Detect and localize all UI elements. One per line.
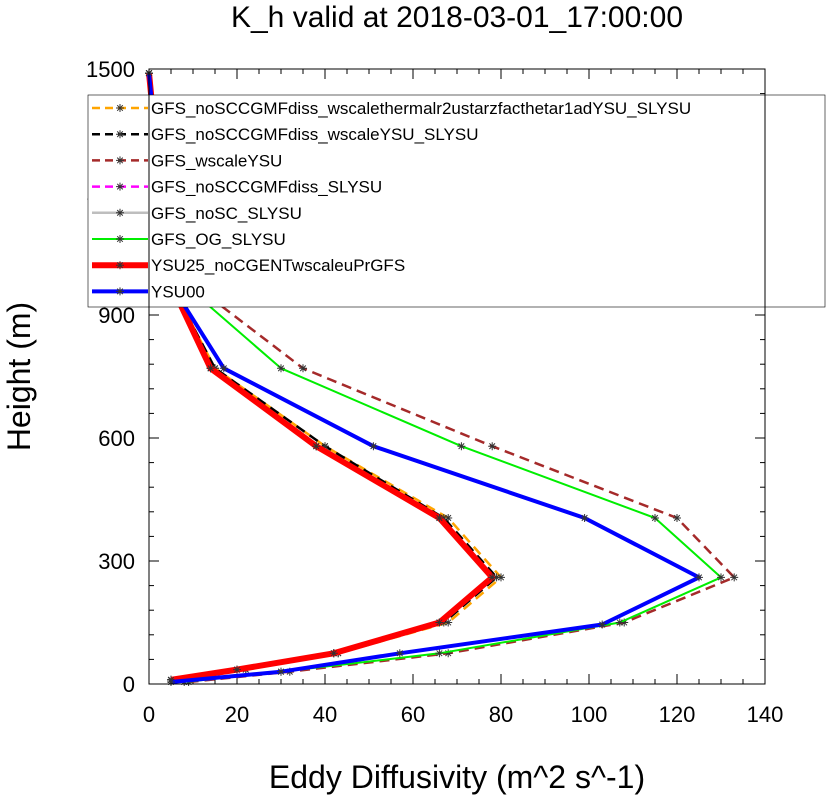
data-point [580, 513, 589, 522]
data-point [369, 442, 378, 451]
data-point [444, 618, 453, 627]
legend: GFS_noSCCGMFdiss_wscalethermalr2ustarzfa… [87, 94, 826, 308]
legend-label: GFS_noSCCGMFdiss_SLYSU [151, 178, 382, 197]
legend-label: YSU00 [151, 282, 205, 301]
y-tick-label: 600 [98, 426, 135, 451]
data-point [329, 649, 338, 658]
legend-marker [116, 156, 124, 165]
data-point [299, 364, 307, 373]
y-tick-label: 1500 [86, 57, 135, 82]
x-tick-label: 140 [747, 702, 784, 727]
legend-label: GFS_noSCCGMFdiss_wscalethermalr2ustarzfa… [151, 99, 691, 118]
x-axis-title: Eddy Diffusivity (m^2 s^-1) [269, 759, 645, 795]
legend-item: YSU25_noCGENTwscaleuPrGFS [92, 256, 405, 275]
legend-item: GFS_wscaleYSU [92, 151, 282, 170]
data-point [457, 442, 466, 451]
data-point [492, 573, 501, 582]
legend-marker [116, 182, 124, 191]
data-point [206, 364, 215, 373]
legend-marker [116, 104, 124, 112]
y-tick-label: 0 [123, 672, 135, 697]
legend-item: GFS_noSCCGMFdiss_wscalethermalr2ustarzfa… [92, 99, 691, 118]
legend-box [87, 94, 826, 308]
data-point [312, 442, 321, 451]
data-point [651, 513, 659, 522]
legend-item: GFS_noSC_SLYSU [92, 204, 302, 223]
data-point [277, 364, 285, 373]
plot-frame [148, 68, 766, 685]
legend-label: YSU25_noCGENTwscaleuPrGFS [151, 256, 405, 275]
data-point [321, 442, 329, 451]
data-point [167, 677, 175, 686]
legend-item: GFS_OG_SLYSU [92, 230, 286, 249]
x-tick-label: 40 [313, 702, 337, 727]
legend-marker [116, 287, 124, 296]
chart-title: K_h valid at 2018-03-01_17:00:00 [231, 1, 683, 34]
data-point [620, 618, 629, 627]
data-point [695, 573, 703, 582]
data-point [219, 364, 228, 373]
data-point [435, 649, 444, 658]
data-point [435, 618, 444, 627]
data-point [444, 513, 453, 522]
x-tick-label: 0 [143, 702, 155, 727]
data-point [439, 513, 448, 522]
x-tick-label: 80 [489, 702, 513, 727]
x-tick-label: 60 [401, 702, 425, 727]
legend-item: GFS_noSCCGMFdiss_SLYSU [92, 178, 382, 197]
data-point [497, 573, 505, 582]
x-tick-label: 20 [225, 702, 249, 727]
legend-marker [116, 235, 124, 243]
legend-item: GFS_noSCCGMFdiss_wscaleYSU_SLYSU [92, 125, 479, 144]
legend-item: YSU00 [92, 282, 205, 301]
data-point [730, 573, 739, 582]
data-point [444, 649, 453, 658]
y-tick-label: 300 [98, 549, 135, 574]
data-point [435, 513, 444, 522]
legend-label: GFS_OG_SLYSU [151, 230, 286, 249]
data-point [673, 513, 681, 522]
data-point [488, 442, 497, 451]
legend-label: GFS_noSC_SLYSU [151, 204, 302, 223]
legend-marker [116, 261, 124, 270]
legend-label: GFS_noSCCGMFdiss_wscaleYSU_SLYSU [151, 125, 479, 144]
data-point [598, 620, 607, 629]
data-point [717, 573, 725, 582]
data-point [615, 618, 624, 627]
legend-marker [116, 208, 124, 217]
data-point [395, 649, 404, 658]
data-point [488, 573, 497, 582]
y-axis-title: Height (m) [1, 302, 37, 451]
legend-marker [116, 130, 124, 139]
x-tick-label: 100 [571, 702, 608, 727]
x-tick-label: 120 [659, 702, 696, 727]
legend-label: GFS_wscaleYSU [151, 151, 282, 170]
data-point [277, 667, 285, 676]
data-point [233, 665, 241, 674]
